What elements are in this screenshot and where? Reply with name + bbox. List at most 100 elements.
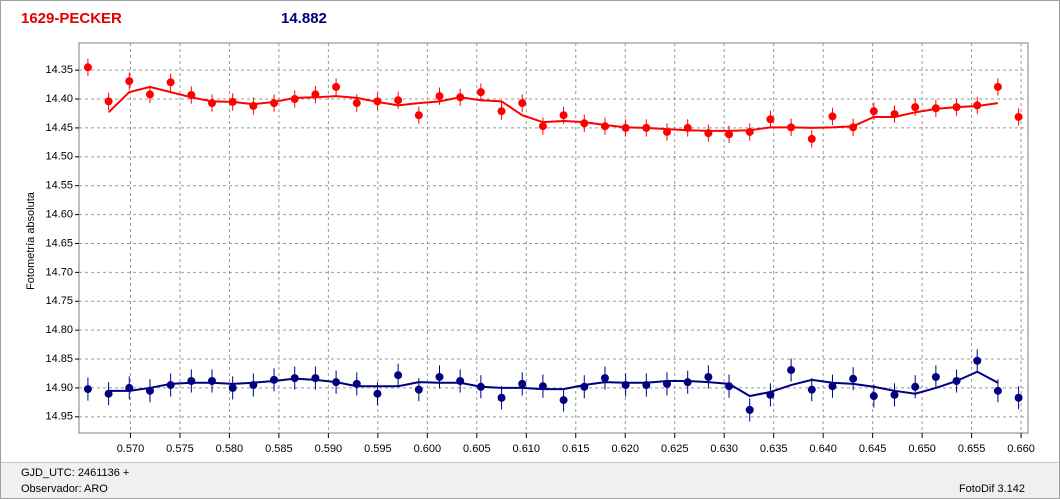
y-tick-label: 14.75 bbox=[45, 295, 73, 307]
data-point bbox=[807, 385, 816, 394]
data-point bbox=[849, 123, 858, 132]
status-bar: GJD_UTC: 2461136 + Observador: ARO FotoD… bbox=[1, 462, 1059, 498]
data-point bbox=[911, 103, 920, 112]
data-point bbox=[559, 111, 568, 120]
data-point bbox=[642, 381, 651, 390]
data-point bbox=[394, 371, 403, 380]
data-point bbox=[290, 95, 299, 104]
data-point bbox=[228, 97, 237, 106]
data-point bbox=[373, 389, 382, 398]
x-tick-label: 0.575 bbox=[166, 443, 194, 455]
data-point bbox=[145, 386, 154, 395]
data-point bbox=[849, 374, 858, 383]
data-point bbox=[476, 382, 485, 391]
data-point bbox=[952, 103, 961, 112]
data-point bbox=[993, 386, 1002, 395]
data-point bbox=[663, 379, 672, 388]
chart-subtitle: 14.882 bbox=[281, 10, 327, 27]
y-tick-label: 14.70 bbox=[45, 266, 73, 278]
y-tick-label: 14.40 bbox=[45, 93, 73, 105]
data-point bbox=[311, 374, 320, 383]
data-point bbox=[807, 134, 816, 143]
x-tick-label: 0.610 bbox=[513, 443, 541, 455]
data-point bbox=[373, 97, 382, 106]
data-point bbox=[414, 111, 423, 120]
data-point bbox=[352, 379, 361, 388]
x-tick-label: 0.605 bbox=[463, 443, 491, 455]
data-point bbox=[973, 356, 982, 365]
chart: 1629-PECKER 14.882 Fotometría absoluta 1… bbox=[21, 10, 1035, 455]
x-tick-label: 0.640 bbox=[809, 443, 837, 455]
data-point bbox=[435, 92, 444, 101]
data-point bbox=[642, 123, 651, 132]
data-point bbox=[931, 372, 940, 381]
data-point bbox=[83, 63, 92, 72]
observer-label: Observador: ARO bbox=[21, 483, 108, 495]
x-tick-label: 0.660 bbox=[1007, 443, 1035, 455]
x-tick-label: 0.655 bbox=[958, 443, 986, 455]
x-tick-label: 0.585 bbox=[265, 443, 293, 455]
data-point bbox=[332, 378, 341, 387]
data-point bbox=[745, 127, 754, 136]
data-point bbox=[518, 99, 527, 108]
data-point bbox=[911, 382, 920, 391]
data-point bbox=[290, 374, 299, 383]
data-point bbox=[207, 99, 216, 108]
data-point bbox=[1014, 393, 1023, 402]
x-tick-label: 0.600 bbox=[414, 443, 442, 455]
data-point bbox=[456, 93, 465, 102]
data-point bbox=[745, 405, 754, 414]
y-tick-label: 14.80 bbox=[45, 324, 73, 336]
data-point bbox=[352, 99, 361, 108]
data-point bbox=[456, 377, 465, 385]
y-tick-label: 14.35 bbox=[45, 64, 73, 76]
data-point bbox=[435, 372, 444, 381]
x-tick-label: 0.595 bbox=[364, 443, 392, 455]
data-point bbox=[559, 396, 568, 405]
data-point bbox=[228, 383, 237, 392]
data-point bbox=[166, 381, 175, 390]
data-point bbox=[394, 96, 403, 105]
data-point bbox=[497, 393, 506, 402]
data-point bbox=[580, 119, 589, 128]
x-tick-label: 0.620 bbox=[611, 443, 639, 455]
data-point bbox=[104, 97, 113, 106]
data-point bbox=[621, 381, 630, 390]
data-point bbox=[621, 123, 630, 132]
y-tick-label: 14.90 bbox=[45, 382, 73, 394]
data-point bbox=[890, 110, 899, 119]
data-point bbox=[931, 104, 940, 113]
chart-title: 1629-PECKER bbox=[21, 10, 122, 27]
data-point bbox=[580, 382, 589, 391]
data-point bbox=[973, 101, 982, 110]
data-point bbox=[538, 382, 547, 391]
data-point bbox=[187, 377, 196, 385]
data-point bbox=[725, 130, 734, 139]
data-point bbox=[704, 372, 713, 381]
data-point bbox=[766, 115, 775, 124]
data-point bbox=[683, 378, 692, 387]
y-axis-label: Fotometría absoluta bbox=[25, 191, 37, 290]
gjd-label: GJD_UTC: 2461136 + bbox=[21, 467, 130, 479]
data-point bbox=[518, 379, 527, 388]
data-point bbox=[249, 101, 258, 110]
x-tick-label: 0.645 bbox=[859, 443, 887, 455]
data-point bbox=[787, 366, 796, 375]
data-point bbox=[663, 127, 672, 136]
y-tick-label: 14.50 bbox=[45, 151, 73, 163]
fit-line bbox=[108, 370, 999, 398]
x-tick-label: 0.650 bbox=[908, 443, 936, 455]
data-point bbox=[125, 383, 134, 392]
x-tick-label: 0.630 bbox=[710, 443, 738, 455]
data-point bbox=[725, 382, 734, 391]
y-tick-label: 14.85 bbox=[45, 353, 73, 365]
data-point bbox=[787, 123, 796, 132]
y-tick-label: 14.55 bbox=[45, 180, 73, 192]
data-point bbox=[869, 107, 878, 116]
x-tick-label: 0.580 bbox=[216, 443, 244, 455]
data-point bbox=[704, 129, 713, 138]
data-point bbox=[538, 122, 547, 131]
data-point bbox=[145, 90, 154, 99]
data-point bbox=[476, 88, 485, 97]
